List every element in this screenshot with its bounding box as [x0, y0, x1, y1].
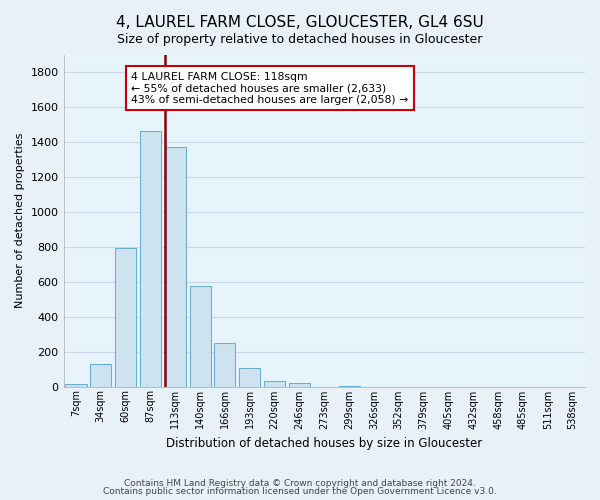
Text: 4, LAUREL FARM CLOSE, GLOUCESTER, GL4 6SU: 4, LAUREL FARM CLOSE, GLOUCESTER, GL4 6S…	[116, 15, 484, 30]
Bar	[239, 368, 260, 386]
Bar	[140, 131, 161, 386]
Bar	[90, 364, 112, 386]
Text: Contains public sector information licensed under the Open Government Licence v3: Contains public sector information licen…	[103, 487, 497, 496]
Bar	[115, 248, 136, 386]
X-axis label: Distribution of detached houses by size in Gloucester: Distribution of detached houses by size …	[166, 437, 482, 450]
Bar	[190, 286, 211, 386]
Text: Contains HM Land Registry data © Crown copyright and database right 2024.: Contains HM Land Registry data © Crown c…	[124, 478, 476, 488]
Text: Size of property relative to detached houses in Gloucester: Size of property relative to detached ho…	[118, 32, 482, 46]
Bar	[214, 343, 235, 386]
Bar	[264, 382, 285, 386]
Bar	[165, 148, 186, 386]
Bar	[65, 384, 86, 386]
Text: 4 LAUREL FARM CLOSE: 118sqm
← 55% of detached houses are smaller (2,633)
43% of : 4 LAUREL FARM CLOSE: 118sqm ← 55% of det…	[131, 72, 409, 105]
Y-axis label: Number of detached properties: Number of detached properties	[15, 133, 25, 308]
Bar	[289, 383, 310, 386]
